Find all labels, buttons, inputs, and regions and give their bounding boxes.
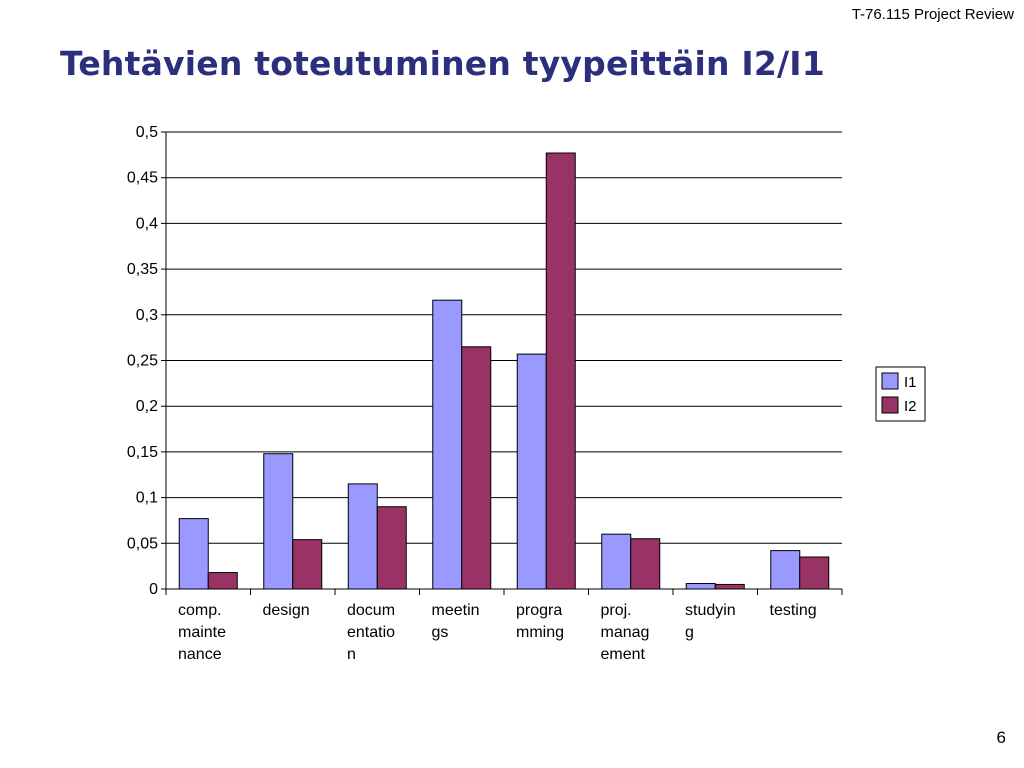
x-tick-label-line: progra: [516, 602, 562, 619]
y-tick-label: 0,1: [136, 490, 158, 507]
y-tick-label: 0,5: [136, 124, 158, 141]
y-tick-label: 0,35: [127, 261, 158, 278]
y-tick-label: 0,15: [127, 444, 158, 461]
bars: [178, 152, 830, 590]
x-tick-labels: comp. mainte nance design docum entatio n meeti…: [178, 602, 817, 663]
grid-lines: [166, 131, 842, 544]
x-tick-label-line: entatio: [347, 624, 395, 641]
x-tick-label-line: comp.: [178, 602, 222, 619]
x-tick-label: testing: [770, 602, 817, 619]
bar-i2-7: [799, 556, 830, 590]
x-tick-label-line: ement: [601, 646, 646, 663]
bar-i1-7: [770, 550, 801, 590]
y-tick-label: 0,25: [127, 353, 158, 370]
bar-i1-4: [516, 353, 547, 590]
x-tick-label-line: gs: [432, 624, 449, 641]
legend-swatch-i2: [881, 396, 899, 414]
x-tick-label-line: g: [685, 624, 694, 641]
x-tick-label: studyin g: [685, 602, 736, 641]
legend-label-i2: I2: [904, 398, 917, 415]
x-tick-label: comp. mainte nance: [178, 602, 226, 663]
x-tick-label-line: design: [263, 602, 310, 619]
bar-i2-5: [630, 538, 661, 590]
legend-swatch-i1: [881, 372, 899, 390]
x-tick-label: progra mming: [516, 602, 564, 641]
bar-i1-3: [432, 299, 463, 590]
bar-i1-2: [347, 483, 378, 590]
x-tick-label-line: mainte: [178, 624, 226, 641]
axes: [161, 131, 843, 595]
x-tick-label-line: n: [347, 646, 356, 663]
y-tick-label: 0,45: [127, 170, 158, 187]
x-tick-label: proj. manag ement: [601, 602, 650, 663]
y-tick-label: 0,2: [136, 398, 158, 415]
y-tick-labels: 0 0,05 0,1 0,15 0,2 0,25 0,3 0,35 0,4 0,45 0,5: [127, 124, 158, 598]
bar-i2-4: [545, 152, 576, 590]
course-label: T-76.115 Project Review: [851, 6, 1014, 23]
x-tick-label: docum entatio n: [347, 602, 395, 663]
bar-i1-1: [263, 453, 294, 590]
y-tick-label: 0,05: [127, 535, 158, 552]
x-tick-label: meetin gs: [432, 602, 480, 641]
x-tick-label-line: proj.: [601, 602, 632, 619]
x-tick-label-line: docum: [347, 602, 395, 619]
y-tick-label: 0: [149, 581, 158, 598]
x-tick-label-line: studyin: [685, 602, 736, 619]
bar-i1-6: [685, 583, 716, 590]
bar-i1-5: [601, 533, 632, 590]
bar-i2-1: [292, 539, 323, 590]
slide-number: 6: [996, 728, 1006, 747]
slide-title: Tehtävien toteutuminen tyypeittäin I2/I1: [60, 44, 825, 83]
x-tick-label-line: nance: [178, 646, 222, 663]
x-tick-label: design: [263, 602, 310, 619]
bar-i2-2: [376, 506, 407, 590]
y-tick-label: 0,3: [136, 307, 158, 324]
y-tick-label: 0,4: [136, 215, 158, 232]
x-tick-label-line: mming: [516, 624, 564, 641]
legend-label-i1: I1: [904, 374, 917, 391]
x-tick-label-line: testing: [770, 602, 817, 619]
bar-i1-0: [178, 518, 209, 590]
bar-i2-3: [461, 346, 492, 590]
bar-i2-6: [714, 583, 745, 590]
x-tick-label-line: meetin: [432, 602, 480, 619]
x-tick-label-line: manag: [601, 624, 650, 641]
bar-i2-0: [207, 572, 238, 590]
